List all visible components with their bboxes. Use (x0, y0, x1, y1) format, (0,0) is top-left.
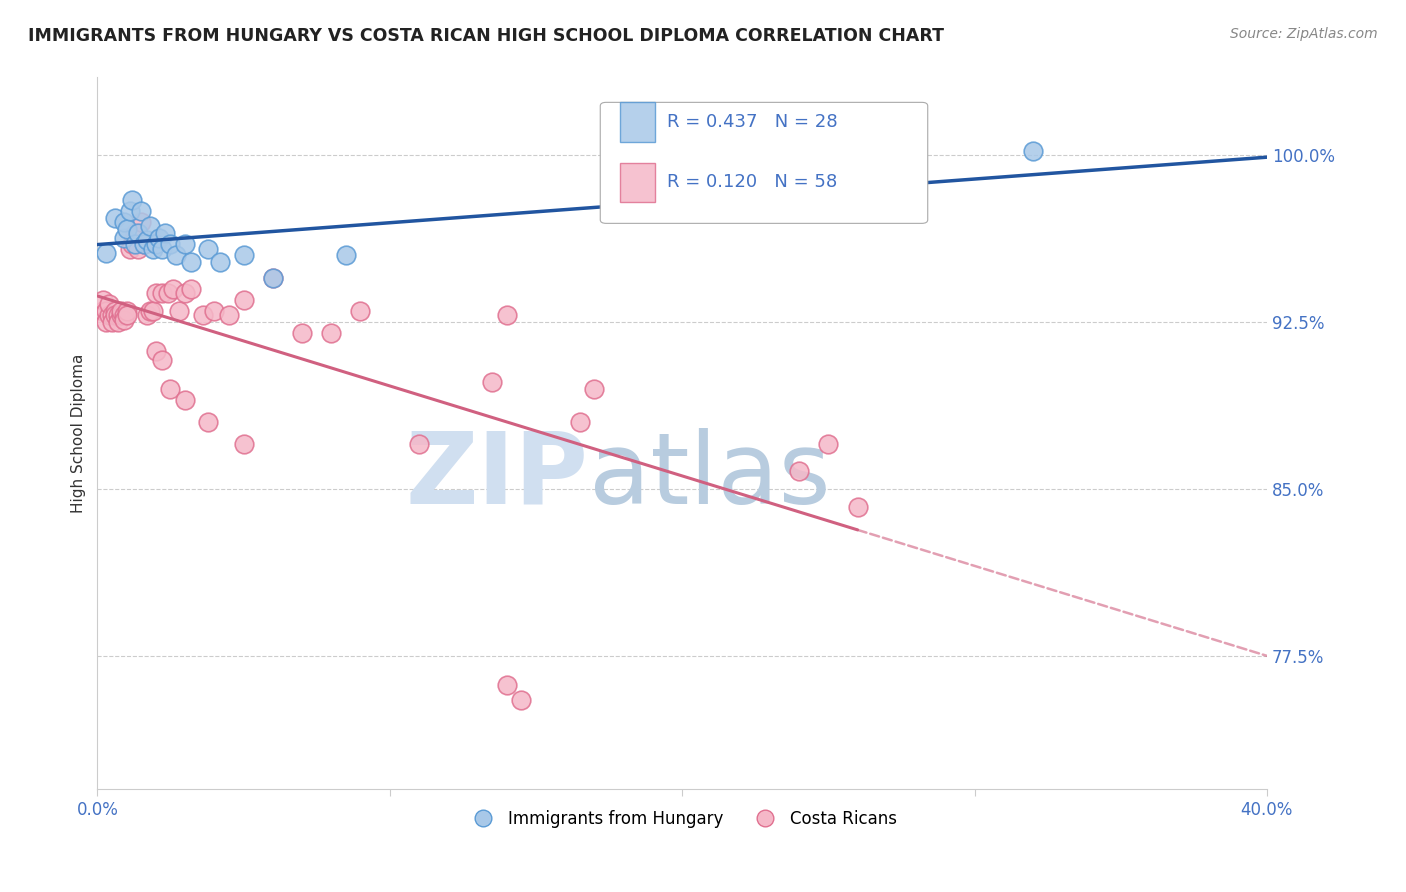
Point (139, 219, 162, 234)
Point (568, 415, 591, 429)
Point (174, 392, 197, 407)
Point (495, 309, 517, 323)
Text: R = 0.120   N = 58: R = 0.120 N = 58 (666, 173, 837, 191)
Point (232, 293, 254, 307)
FancyBboxPatch shape (620, 103, 655, 142)
Point (104, 309, 127, 323)
Point (583, 382, 606, 396)
Point (98, 309, 121, 323)
FancyBboxPatch shape (600, 103, 928, 223)
Point (156, 286, 179, 301)
Point (262, 270, 284, 285)
Point (159, 237, 181, 252)
Point (162, 282, 184, 296)
Point (104, 304, 127, 318)
Point (145, 286, 167, 301)
Point (104, 211, 127, 225)
Point (191, 309, 214, 323)
Point (150, 286, 173, 301)
Point (787, 464, 810, 478)
Point (321, 326, 343, 341)
Point (127, 242, 149, 256)
Point (408, 437, 430, 451)
Point (197, 242, 219, 256)
Point (145, 344, 167, 359)
Point (817, 437, 839, 451)
Point (142, 242, 165, 256)
Point (197, 415, 219, 429)
Text: Source: ZipAtlas.com: Source: ZipAtlas.com (1230, 27, 1378, 41)
Point (94, 304, 117, 318)
Point (107, 315, 129, 329)
Point (110, 309, 132, 323)
Point (101, 315, 124, 329)
Text: ZIP: ZIP (406, 427, 589, 524)
Point (101, 309, 124, 323)
Point (127, 226, 149, 240)
Point (165, 248, 187, 262)
Point (124, 226, 146, 240)
Point (153, 226, 176, 240)
Point (112, 215, 135, 229)
Text: atlas: atlas (589, 427, 830, 524)
Point (98, 297, 121, 311)
Point (209, 255, 232, 269)
Point (118, 203, 141, 218)
Point (94, 315, 117, 329)
Point (115, 304, 138, 318)
Point (112, 313, 135, 327)
Point (110, 304, 132, 318)
Point (94, 246, 117, 260)
Point (91, 293, 114, 307)
Point (115, 221, 138, 235)
Point (232, 437, 254, 451)
Point (136, 233, 159, 247)
Point (349, 304, 371, 318)
Point (232, 248, 254, 262)
Point (1022, 144, 1045, 158)
Point (150, 242, 173, 256)
Point (118, 242, 141, 256)
FancyBboxPatch shape (620, 163, 655, 202)
Text: IMMIGRANTS FROM HUNGARY VS COSTA RICAN HIGH SCHOOL DIPLOMA CORRELATION CHART: IMMIGRANTS FROM HUNGARY VS COSTA RICAN H… (28, 27, 943, 45)
Point (174, 237, 197, 252)
Point (159, 382, 181, 396)
Point (180, 255, 202, 269)
Point (510, 693, 533, 707)
Point (136, 309, 159, 323)
Point (115, 309, 138, 323)
Point (124, 237, 146, 252)
Point (180, 282, 202, 296)
Point (202, 304, 225, 318)
Point (335, 248, 357, 262)
Point (91, 304, 114, 318)
Point (129, 203, 152, 218)
Point (145, 237, 167, 252)
Point (495, 678, 517, 692)
Point (112, 230, 135, 244)
Point (107, 309, 129, 323)
Point (134, 237, 156, 252)
Y-axis label: High School Diploma: High School Diploma (72, 353, 86, 513)
Point (150, 353, 173, 368)
Text: R = 0.437   N = 28: R = 0.437 N = 28 (666, 113, 838, 131)
Point (139, 304, 162, 318)
Point (121, 237, 143, 252)
Point (846, 500, 869, 514)
Point (167, 304, 190, 318)
Point (134, 237, 156, 252)
Point (129, 215, 152, 229)
Point (174, 286, 197, 301)
Point (121, 193, 143, 207)
Point (218, 309, 240, 323)
Point (481, 375, 503, 389)
Point (112, 309, 135, 323)
Point (291, 326, 314, 341)
Point (148, 230, 170, 244)
Point (262, 270, 284, 285)
Legend: Immigrants from Hungary, Costa Ricans: Immigrants from Hungary, Costa Ricans (460, 803, 904, 834)
Point (142, 304, 165, 318)
